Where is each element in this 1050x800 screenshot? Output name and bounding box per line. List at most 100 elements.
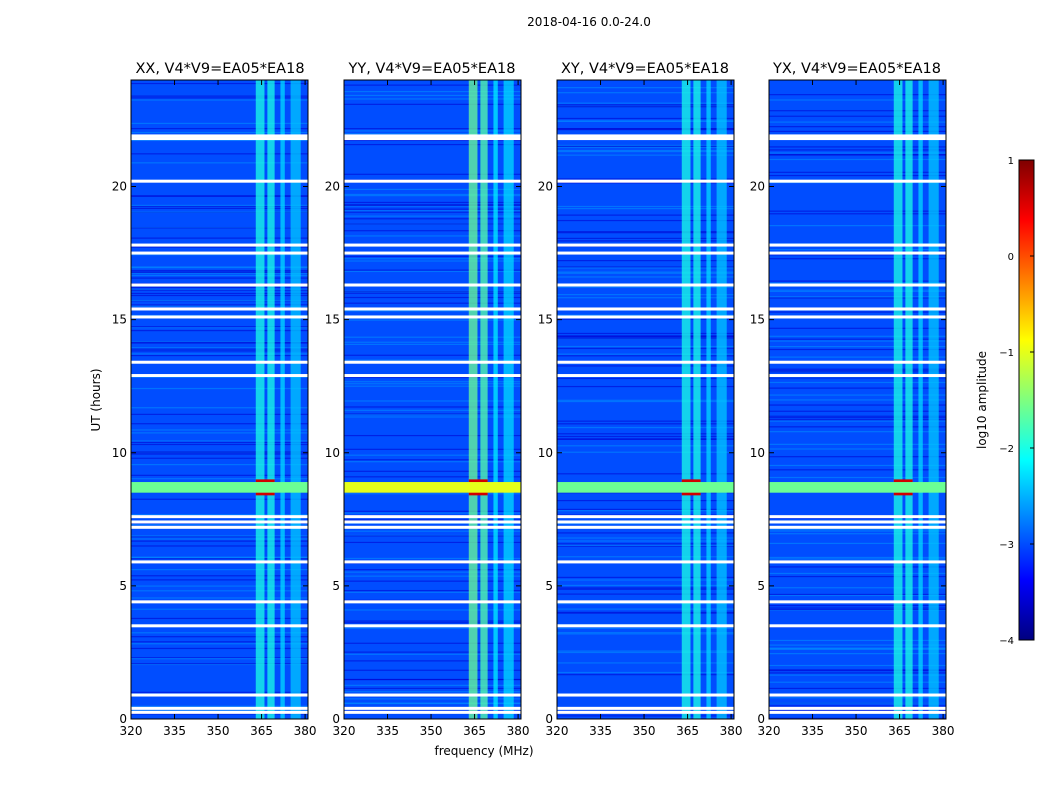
y-tick-label: 10 [112,446,127,460]
rfi-band [480,80,488,719]
noise-row [769,664,946,667]
noise-row [344,302,521,304]
noise-row [557,537,734,539]
noise-row [344,684,521,686]
flagged-row [557,243,734,247]
noise-row [557,510,734,512]
noise-row [769,653,946,655]
flagged-row [344,315,521,319]
noise-row [557,128,734,130]
broadband-event [344,482,521,493]
noise-row [557,611,734,613]
noise-row [131,713,308,715]
noise-row [131,326,308,328]
rfi-band [716,80,727,719]
flagged-row [131,283,308,287]
noise-row [344,454,521,456]
y-tick-label: 20 [325,180,340,194]
noise-row [344,620,521,622]
noise-row [557,632,734,634]
noise-row [344,557,521,560]
noise-row [131,376,308,378]
noise-row [344,292,521,294]
noise-row [557,231,734,233]
noise-row [769,94,946,96]
noise-row [769,448,946,450]
noise-row [557,603,734,605]
flagged-row [344,624,521,628]
flagged-row [344,283,521,287]
noise-row [769,566,946,568]
noise-row [131,204,308,207]
noise-row [131,641,308,643]
noise-row [769,533,946,535]
flagged-row [344,693,521,697]
noise-row [344,541,521,544]
flagged-row [769,243,946,247]
noise-row [769,248,946,251]
noise-row [769,431,946,433]
flagged-row [769,515,946,519]
flagged-row [131,243,308,247]
noise-row [769,338,946,340]
noise-row [131,441,308,443]
x-tick-label: 380 [507,724,530,738]
colorbar-tick-label: −4 [999,636,1014,647]
flagged-row [769,179,946,183]
noise-row [131,579,308,581]
colorbar-tick-label: −3 [999,540,1014,551]
noise-row [557,219,734,222]
x-tick-label: 365 [676,724,699,738]
noise-row [344,571,521,573]
noise-row [131,254,308,256]
noise-row [131,597,308,599]
x-axis-label: frequency (MHz) [434,744,533,758]
flagged-row [344,525,521,529]
y-tick-label: 10 [325,446,340,460]
noise-row [131,453,308,455]
noise-row [344,90,521,93]
noise-row [344,383,521,385]
noise-row [557,87,734,89]
x-tick-label: 380 [932,724,955,738]
flagged-row [557,706,734,710]
panel-title: XX, V4*V9=EA05*EA18 [135,61,304,77]
colorbar-tick-label: 1 [1008,156,1014,167]
y-tick-label: 15 [325,313,340,327]
noise-row [344,622,521,624]
noise-row [557,271,734,273]
noise-row [557,544,734,546]
noise-row [131,162,308,164]
noise-row [557,593,734,595]
flagged-row [344,710,521,714]
flagged-row [557,315,734,319]
noise-row [557,514,734,516]
panel-title: YX, V4*V9=EA05*EA18 [772,61,941,77]
noise-row [557,650,734,652]
flagged-row [344,251,521,255]
noise-row [344,698,521,700]
noise-row [769,575,946,578]
rfi-band [290,80,301,719]
noise-row [557,365,734,367]
noise-row [557,146,734,148]
noise-row [131,327,308,329]
noise-row [131,299,308,302]
noise-row [769,327,946,329]
noise-row [769,126,946,128]
noise-row [557,545,734,547]
noise-row [557,286,734,288]
rfi-band [267,80,275,719]
flagged-row [769,374,946,378]
noise-row [131,617,308,620]
noise-row [131,663,308,665]
noise-row [557,338,734,340]
noise-row [557,214,734,216]
noise-row [131,413,308,415]
axes-frame [130,79,309,720]
noise-row [344,493,521,495]
noise-row [769,158,946,161]
rfi-band [905,80,913,719]
noise-row [131,342,308,344]
